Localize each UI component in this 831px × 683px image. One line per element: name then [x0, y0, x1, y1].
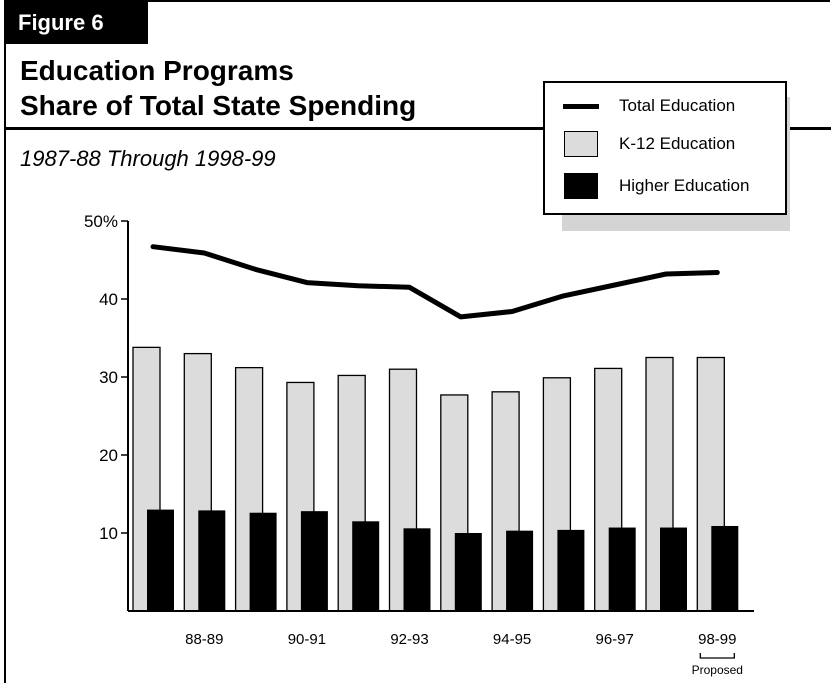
legend-label-higher: Higher Education	[619, 176, 750, 195]
higher-bar	[454, 533, 482, 611]
higher-bar	[198, 510, 226, 611]
title-rule	[4, 127, 831, 130]
higher-bar	[608, 527, 636, 611]
x-tick-label: 96-97	[596, 631, 634, 648]
k12-bar	[542, 377, 572, 612]
higher-bar	[249, 512, 277, 611]
higher-bar	[660, 527, 687, 611]
higher-bar	[300, 511, 328, 611]
x-tick-label: 98-99	[698, 631, 736, 648]
figure-label: Figure 6	[6, 2, 148, 44]
legend-item-higher: Higher Education	[545, 171, 785, 201]
chart-title-line1: Education Programs	[20, 55, 294, 86]
higher-bar	[403, 528, 431, 611]
legend-label-k12: K-12 Education	[619, 134, 736, 153]
higher-bar	[147, 509, 174, 611]
chart-subtitle: 1987-88 Through 1998-99	[20, 146, 276, 171]
x-tick-label: 90-91	[288, 631, 326, 648]
proposed-annotation: Proposed	[692, 663, 743, 677]
figure-frame	[4, 0, 830, 683]
legend: Total Education K-12 Education Higher Ed…	[543, 81, 787, 215]
y-tick-label: 10	[99, 524, 118, 543]
x-tick-label: 88-89	[185, 631, 223, 648]
legend-item-k12: K-12 Education	[545, 129, 785, 159]
legend-item-total: Total Education	[545, 91, 785, 121]
x-tick-label: 92-93	[390, 631, 428, 648]
higher-bar	[711, 525, 739, 611]
legend-label-total: Total Education	[619, 96, 736, 115]
legend-swatch-higher	[564, 173, 598, 199]
x-tick-label: 94-95	[493, 631, 531, 648]
proposed-bracket	[699, 653, 735, 659]
legend-swatch-total	[563, 104, 599, 109]
legend-swatch-k12	[564, 131, 598, 157]
y-tick-label: 40	[99, 290, 118, 309]
chart-title-line2: Share of Total State Spending	[20, 90, 417, 121]
y-tick-label: 50%	[84, 212, 118, 231]
total-education-line	[150, 244, 720, 320]
higher-bar	[506, 530, 534, 611]
y-tick-label: 30	[99, 368, 118, 387]
y-tick-label: 20	[99, 446, 118, 465]
higher-bar	[557, 529, 585, 611]
higher-bar	[352, 521, 380, 611]
